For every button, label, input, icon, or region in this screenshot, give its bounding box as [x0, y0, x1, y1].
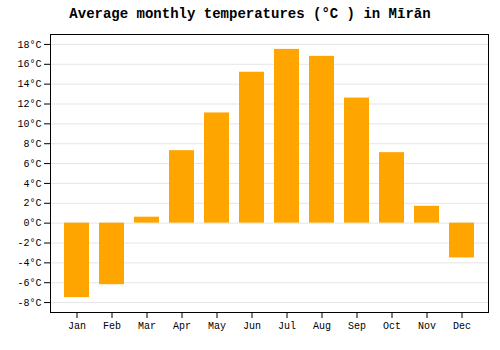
svg-text:May: May [208, 321, 226, 332]
svg-text:14°C: 14°C [17, 79, 41, 90]
svg-text:2°C: 2°C [23, 198, 41, 209]
svg-text:Aug: Aug [313, 321, 331, 332]
svg-text:Nov: Nov [418, 321, 436, 332]
html-text:Average monthly temperatures (: Average monthly temperatures (°C ) in Mī… [69, 6, 431, 22]
svg-text:Dec: Dec [453, 321, 471, 332]
svg-text:12°C: 12°C [17, 99, 41, 110]
svg-text:Oct: Oct [383, 321, 401, 332]
svg-text:Jun: Jun [243, 321, 261, 332]
svg-text:6°C: 6°C [23, 159, 41, 170]
svg-text:Mar: Mar [138, 321, 156, 332]
svg-text:4°C: 4°C [23, 179, 41, 190]
svg-text:Apr: Apr [173, 321, 191, 332]
svg-text:18°C: 18°C [17, 40, 41, 51]
svg-text:-6°C: -6°C [17, 278, 41, 289]
svg-text:Sep: Sep [348, 321, 366, 332]
svg-text:Jan: Jan [68, 321, 86, 332]
svg-text:16°C: 16°C [17, 59, 41, 70]
svg-text:Jul: Jul [278, 321, 296, 332]
svg-text:8°C: 8°C [23, 139, 41, 150]
svg-text:10°C: 10°C [17, 119, 41, 130]
svg-text:Feb: Feb [103, 321, 121, 332]
svg-text:0°C: 0°C [23, 218, 41, 229]
svg-text:-2°C: -2°C [17, 238, 41, 249]
svg-text:-8°C: -8°C [17, 298, 41, 309]
svg-text:-4°C: -4°C [17, 258, 41, 269]
